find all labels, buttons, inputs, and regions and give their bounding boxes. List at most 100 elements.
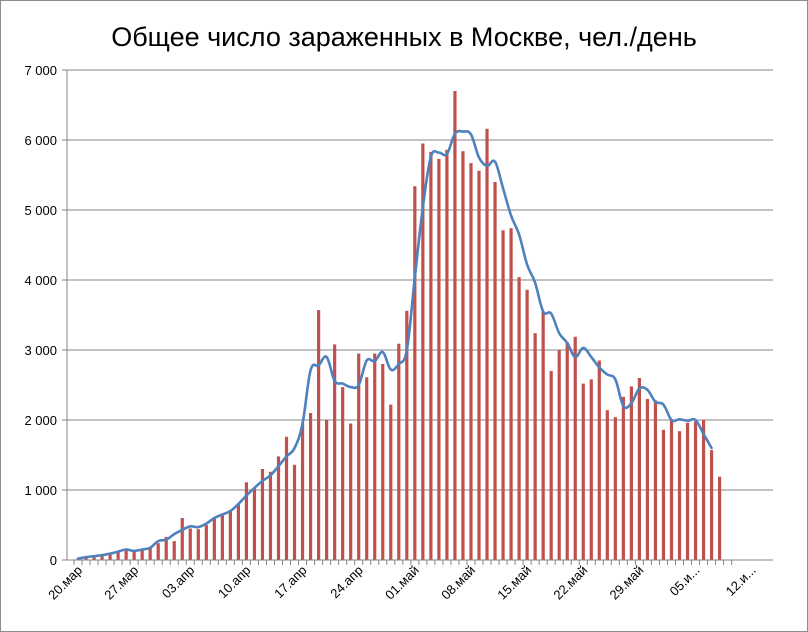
- bar: [100, 555, 104, 560]
- x-tick-label: 03.апр: [159, 563, 198, 602]
- bar: [549, 371, 553, 560]
- bar: [709, 450, 714, 560]
- bar: [533, 333, 537, 560]
- bar: [212, 518, 216, 560]
- bar: [718, 476, 722, 560]
- bar: [661, 429, 666, 560]
- bar: [92, 556, 96, 560]
- bar: [357, 353, 361, 560]
- bar: [365, 377, 369, 560]
- bar: [148, 548, 152, 560]
- bar: [156, 543, 160, 560]
- bar: [349, 423, 353, 560]
- y-tick-label: 3 000: [24, 343, 57, 358]
- bar: [493, 182, 497, 560]
- bar: [469, 163, 473, 560]
- bar: [228, 511, 232, 560]
- bar: [613, 417, 617, 560]
- bar: [573, 336, 577, 560]
- bar: [645, 399, 650, 560]
- bar: [236, 504, 240, 560]
- bar: [196, 529, 200, 560]
- bar: [116, 551, 120, 560]
- bar: [276, 456, 281, 560]
- bar: [581, 383, 585, 560]
- bar: [557, 350, 561, 560]
- x-tick-label: 22.май: [550, 563, 590, 603]
- bar: [260, 469, 265, 560]
- x-tick-label: 15.май: [494, 563, 534, 603]
- x-tick-label: 10.апр: [215, 563, 254, 602]
- bar: [461, 151, 465, 560]
- bar: [477, 170, 481, 561]
- bar: [284, 436, 289, 560]
- bar: [220, 514, 224, 560]
- bar: [108, 554, 112, 560]
- bar: [565, 342, 569, 560]
- bar: [453, 91, 457, 560]
- bar: [132, 550, 136, 560]
- y-axis: 0 1 000 2 000 3 000 4 000 5 000 6 000 7 000: [24, 63, 68, 568]
- gridlines: [67, 69, 773, 491]
- y-tick-label: 5 000: [24, 203, 57, 218]
- bar: [140, 548, 144, 560]
- bar: [389, 404, 393, 560]
- bar: [381, 364, 385, 560]
- bar: [629, 386, 633, 560]
- bar: [84, 557, 88, 560]
- x-tick-label: 20.мар: [45, 563, 85, 603]
- bar: [413, 186, 417, 560]
- bar: [124, 549, 128, 560]
- line-series: [76, 129, 713, 560]
- chart-title: Общее число зараженных в Москве, чел./де…: [111, 22, 697, 52]
- x-tick-label: 17.апр: [271, 563, 310, 602]
- bar: [317, 310, 321, 560]
- bar: [397, 343, 401, 560]
- bar: [669, 420, 674, 560]
- x-axis: 20.мар 27.мар 03.апр 10.апр 17.апр 24.апр 01.м…: [45, 559, 773, 603]
- bar: [485, 128, 489, 561]
- bar: [605, 410, 609, 560]
- bar: [300, 422, 305, 560]
- bar: [637, 378, 641, 560]
- trend-line: [76, 129, 713, 560]
- x-tick-label: 29.май: [607, 563, 647, 603]
- bar: [525, 289, 529, 560]
- bar: [541, 311, 545, 560]
- bar: [501, 230, 505, 561]
- bar: [429, 151, 433, 560]
- bar: [437, 158, 441, 560]
- bar-series: [76, 91, 722, 561]
- y-tick-label: 2 000: [24, 413, 57, 428]
- bar: [405, 310, 409, 560]
- bar: [172, 541, 176, 560]
- bar: [308, 413, 313, 560]
- y-tick-label: 7 000: [24, 63, 57, 78]
- bar: [373, 353, 377, 560]
- bar: [325, 420, 329, 560]
- x-tick-label: 24.апр: [327, 563, 366, 602]
- x-tick-label: 08.май: [438, 563, 478, 603]
- bar: [509, 228, 513, 560]
- bar: [445, 149, 449, 561]
- bar: [341, 387, 345, 560]
- x-tick-label: 01.май: [382, 563, 422, 603]
- bar: [268, 471, 273, 560]
- bar: [421, 143, 425, 560]
- bar: [589, 379, 593, 560]
- bar: [164, 536, 168, 560]
- bar: [677, 431, 682, 560]
- bar: [693, 421, 698, 560]
- bar: [517, 277, 521, 560]
- bar: [621, 396, 625, 560]
- y-tick-label: 4 000: [24, 273, 57, 288]
- bar: [180, 518, 184, 560]
- y-tick-label: 6 000: [24, 133, 57, 148]
- x-tick-label: 12.и...: [723, 563, 759, 599]
- bar: [701, 420, 706, 560]
- y-tick-label: 0: [50, 553, 57, 568]
- bar: [653, 400, 658, 560]
- x-tick-label: 27.мар: [101, 563, 141, 603]
